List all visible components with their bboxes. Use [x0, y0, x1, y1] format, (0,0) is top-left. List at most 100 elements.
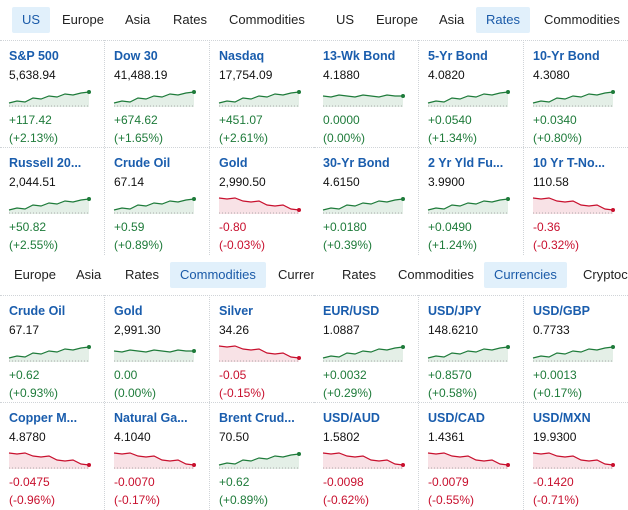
- quote-name-link[interactable]: USD/CAD: [428, 411, 485, 425]
- quote-tile[interactable]: Copper M... 4.8780 -0.0475 (-0.96%): [0, 403, 105, 509]
- quote-tile[interactable]: USD/GBP 0.7733 +0.0013 (+0.17%): [524, 296, 628, 402]
- quote-name-link[interactable]: Russell 20...: [9, 156, 82, 170]
- sparkline-line: [218, 197, 300, 211]
- quote-name-link[interactable]: Nasdaq: [219, 49, 265, 63]
- quote-tile[interactable]: Dow 30 41,488.19 +674.62 (+1.65%): [105, 41, 210, 147]
- market-tabs: Rates Commodities Currencies Cryptocu: [314, 255, 628, 295]
- quote-change: -0.0098: [323, 475, 364, 489]
- quote-tile[interactable]: Natural Ga... 4.1040 -0.0070 (-0.17%): [105, 403, 210, 509]
- quote-tile[interactable]: USD/AUD 1.5802 -0.0098 (-0.62%): [314, 403, 419, 509]
- row-divider: [0, 147, 314, 149]
- quote-name-link[interactable]: S&P 500: [9, 49, 59, 63]
- sparkline-chart: [427, 197, 510, 214]
- tab-rates[interactable]: Rates: [476, 7, 530, 33]
- quote-name-link[interactable]: Gold: [114, 304, 143, 318]
- sparkline-line: [427, 346, 509, 359]
- tab-us[interactable]: US: [336, 12, 355, 27]
- quote-name-link[interactable]: Copper M...: [9, 411, 78, 425]
- quote-name-link[interactable]: USD/GBP: [533, 304, 590, 318]
- quote-name-link[interactable]: USD/MXN: [533, 411, 591, 425]
- tab-europe[interactable]: Europe: [376, 12, 418, 27]
- quote-name-link[interactable]: 2 Yr Yld Fu...: [428, 156, 504, 170]
- quote-price: 4.1040: [114, 430, 151, 444]
- tab-commodities[interactable]: Commodities: [170, 262, 266, 288]
- tab-rates[interactable]: Rates: [342, 267, 376, 282]
- sparkline-chart: [218, 197, 301, 214]
- quote-change: 0.0000: [323, 113, 360, 127]
- sparkline-chart: [427, 345, 510, 362]
- quote-tile[interactable]: Gold 2,990.50 -0.80 (-0.03%): [210, 148, 314, 254]
- quote-tile[interactable]: 2 Yr Yld Fu... 3.9900 +0.0490 (+1.24%): [419, 148, 524, 254]
- tab-commodities[interactable]: Commodities: [544, 12, 620, 27]
- tab-currencies[interactable]: Currencies: [484, 262, 567, 288]
- quote-name-link[interactable]: Dow 30: [114, 49, 158, 63]
- sparkline-endpoint: [192, 90, 196, 94]
- sparkline-chart: [322, 94, 405, 107]
- quote-tile[interactable]: S&P 500 5,638.94 +117.42 (+2.13%): [0, 41, 105, 147]
- quote-name-link[interactable]: USD/AUD: [323, 411, 380, 425]
- quote-tile[interactable]: Crude Oil 67.17 +0.62 (+0.93%): [0, 296, 105, 402]
- quote-name-link[interactable]: 10 Yr T-No...: [533, 156, 606, 170]
- sparkline-line: [113, 349, 194, 353]
- sparkline-endpoint: [192, 349, 196, 353]
- tab-commodities[interactable]: Commodities: [398, 267, 474, 282]
- tab-asia[interactable]: Asia: [439, 12, 465, 27]
- tab-asia[interactable]: Asia: [76, 267, 102, 282]
- quote-change: -0.1420: [533, 475, 574, 489]
- sparkline-chart: [218, 90, 301, 107]
- sparkline-endpoint: [297, 356, 301, 360]
- quote-tile[interactable]: Nasdaq 17,754.09 +451.07 (+2.61%): [210, 41, 314, 147]
- row-divider: [314, 295, 628, 297]
- tab-europe[interactable]: Europe: [14, 267, 56, 282]
- sparkline-line: [113, 198, 195, 211]
- sparkline-line: [218, 91, 300, 104]
- quote-name-link[interactable]: 13-Wk Bond: [323, 49, 396, 63]
- quote-name-link[interactable]: Silver: [219, 304, 254, 318]
- sparkline-line: [8, 346, 90, 359]
- sparkline-area: [428, 92, 508, 107]
- sparkline-line: [322, 198, 404, 211]
- quote-name-link[interactable]: 30-Yr Bond: [323, 156, 390, 170]
- tab-europe[interactable]: Europe: [62, 12, 104, 27]
- tab-rates[interactable]: Rates: [173, 12, 207, 27]
- quote-tile[interactable]: Crude Oil 67.14 +0.59 (+0.89%): [105, 148, 210, 254]
- quote-percent-change: (+1.34%): [428, 131, 478, 145]
- quote-name-link[interactable]: Gold: [219, 156, 248, 170]
- tab-cryptocurrencies[interactable]: Cryptocu: [583, 267, 628, 282]
- quote-tile[interactable]: EUR/USD 1.0887 +0.0032 (+0.29%): [314, 296, 419, 402]
- tab-us[interactable]: US: [12, 7, 51, 33]
- sparkline-line: [322, 94, 403, 98]
- quote-change: +0.59: [114, 220, 145, 234]
- quote-name-link[interactable]: Crude Oil: [9, 304, 66, 318]
- quote-price: 4.0820: [428, 68, 465, 82]
- quote-name-link[interactable]: Brent Crud...: [219, 411, 295, 425]
- quote-name-link[interactable]: 5-Yr Bond: [428, 49, 488, 63]
- quote-tile[interactable]: USD/MXN 19.9300 -0.1420 (-0.71%): [524, 403, 628, 509]
- sparkline-area: [114, 92, 194, 107]
- quote-name-link[interactable]: 10-Yr Bond: [533, 49, 600, 63]
- quote-name-link[interactable]: USD/JPY: [428, 304, 482, 318]
- quote-tile[interactable]: USD/CAD 1.4361 -0.0079 (-0.55%): [419, 403, 524, 509]
- quote-tile[interactable]: USD/JPY 148.6210 +0.8570 (+0.58%): [419, 296, 524, 402]
- sparkline-chart: [532, 90, 615, 107]
- quote-tile[interactable]: Brent Crud... 70.50 +0.62 (+0.89%): [210, 403, 314, 509]
- tab-commodities[interactable]: Commodities: [229, 12, 305, 27]
- sparkline-chart: [113, 197, 196, 214]
- quote-name-link[interactable]: Natural Ga...: [114, 411, 188, 425]
- tab-rates[interactable]: Rates: [125, 267, 159, 282]
- row-divider: [314, 147, 628, 149]
- sparkline-chart: [532, 345, 615, 362]
- quote-tile[interactable]: 10-Yr Bond 4.3080 +0.0340 (+0.80%): [524, 41, 628, 147]
- quote-name-link[interactable]: EUR/USD: [323, 304, 380, 318]
- quote-name-link[interactable]: Crude Oil: [114, 156, 171, 170]
- tab-currencies[interactable]: Curren: [278, 267, 314, 282]
- quote-tile[interactable]: 10 Yr T-No... 110.58 -0.36 (-0.32%): [524, 148, 628, 254]
- quote-tile[interactable]: Russell 20... 2,044.51 +50.82 (+2.55%): [0, 148, 105, 254]
- quote-tile[interactable]: 30-Yr Bond 4.6150 +0.0180 (+0.39%): [314, 148, 419, 254]
- sparkline-area: [219, 454, 299, 469]
- quote-tile[interactable]: 5-Yr Bond 4.0820 +0.0540 (+1.34%): [419, 41, 524, 147]
- tab-asia[interactable]: Asia: [125, 12, 151, 27]
- quote-tile[interactable]: 13-Wk Bond 4.1880 0.0000 (0.00%): [314, 41, 419, 147]
- quote-tile[interactable]: Silver 34.26 -0.05 (-0.15%): [210, 296, 314, 402]
- quote-tile[interactable]: Gold 2,991.30 0.00 (0.00%): [105, 296, 210, 402]
